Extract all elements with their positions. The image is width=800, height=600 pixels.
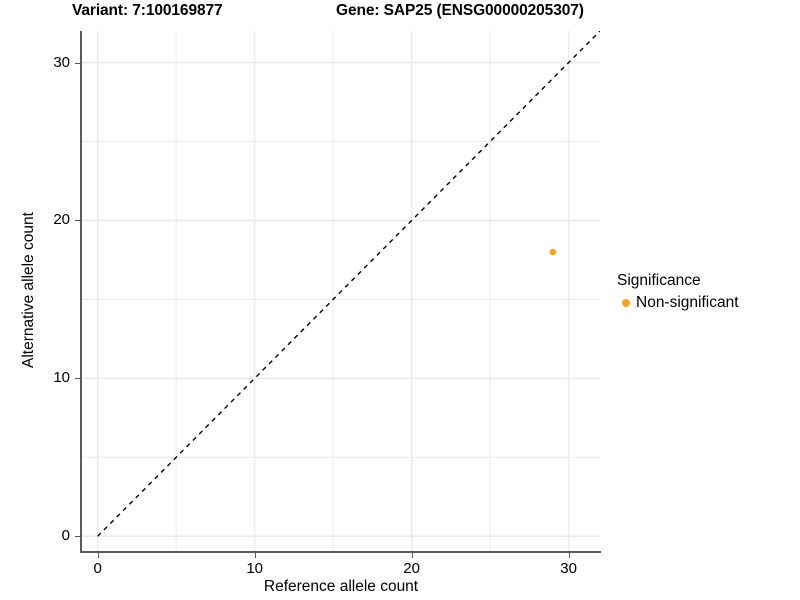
y-tick-mark — [75, 536, 80, 538]
y-tick-label: 20 — [53, 211, 70, 229]
y-axis-title: Alternative allele count — [20, 212, 37, 368]
x-tick-mark — [411, 553, 413, 558]
legend-item-label: Non-significant — [636, 294, 739, 311]
y-axis-line — [80, 31, 82, 553]
legend-item[interactable]: Non-significant — [617, 293, 792, 313]
y-tick-label: 30 — [53, 53, 70, 71]
x-axis-title: Reference allele count — [263, 578, 419, 595]
legend: Significance Non-significant — [617, 272, 792, 313]
gene-title: Gene: SAP25 (ENSG00000205307) — [336, 2, 584, 19]
variant-title: Variant: 7:100169877 — [72, 2, 223, 19]
legend-items: Non-significant — [617, 293, 792, 313]
minor-gridlines — [82, 31, 600, 552]
reference-line — [97, 31, 600, 537]
x-tick-mark — [568, 553, 570, 558]
data-points — [549, 248, 557, 256]
x-axis-line — [80, 551, 601, 553]
legend-title: Significance — [617, 272, 701, 289]
plot-panel — [82, 31, 600, 552]
x-tick-label: 0 — [93, 560, 102, 577]
chart-title-row: Variant: 7:100169877 Gene: SAP25 (ENSG00… — [0, 2, 720, 26]
y-tick-label: 0 — [61, 527, 70, 545]
plot-canvas — [82, 31, 600, 552]
legend-marker-swatch — [621, 299, 630, 307]
x-tick-mark — [254, 553, 256, 558]
y-tick-mark — [75, 378, 80, 380]
x-tick-label: 20 — [403, 560, 420, 577]
y-tick-mark — [75, 220, 80, 222]
legend-dot-icon — [617, 295, 634, 312]
y-tick-label: 10 — [53, 369, 70, 387]
x-tick-mark — [97, 553, 99, 558]
x-tick-label: 30 — [560, 560, 577, 577]
y-tick-mark — [75, 62, 80, 64]
x-tick-label: 10 — [246, 560, 263, 577]
major-gridlines — [82, 31, 600, 552]
